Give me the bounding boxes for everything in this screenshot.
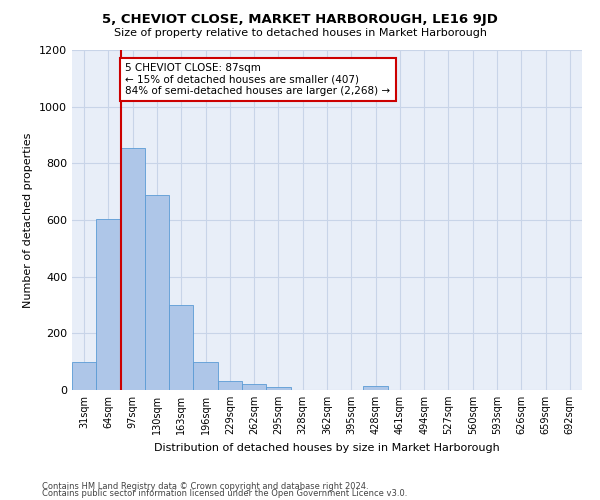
Bar [121, 148, 145, 390]
Bar [169, 305, 193, 390]
Bar [193, 362, 218, 390]
Text: Contains HM Land Registry data © Crown copyright and database right 2024.: Contains HM Land Registry data © Crown c… [42, 482, 368, 491]
Bar [266, 387, 290, 390]
Text: 5, CHEVIOT CLOSE, MARKET HARBOROUGH, LE16 9JD: 5, CHEVIOT CLOSE, MARKET HARBOROUGH, LE1… [102, 12, 498, 26]
Bar [218, 381, 242, 390]
Bar [96, 218, 121, 390]
Text: 5 CHEVIOT CLOSE: 87sqm
← 15% of detached houses are smaller (407)
84% of semi-de: 5 CHEVIOT CLOSE: 87sqm ← 15% of detached… [125, 62, 391, 96]
Y-axis label: Number of detached properties: Number of detached properties [23, 132, 34, 308]
Bar [364, 386, 388, 390]
Bar [72, 362, 96, 390]
Bar [145, 194, 169, 390]
Bar [242, 384, 266, 390]
Text: Contains public sector information licensed under the Open Government Licence v3: Contains public sector information licen… [42, 490, 407, 498]
Text: Size of property relative to detached houses in Market Harborough: Size of property relative to detached ho… [113, 28, 487, 38]
X-axis label: Distribution of detached houses by size in Market Harborough: Distribution of detached houses by size … [154, 442, 500, 452]
